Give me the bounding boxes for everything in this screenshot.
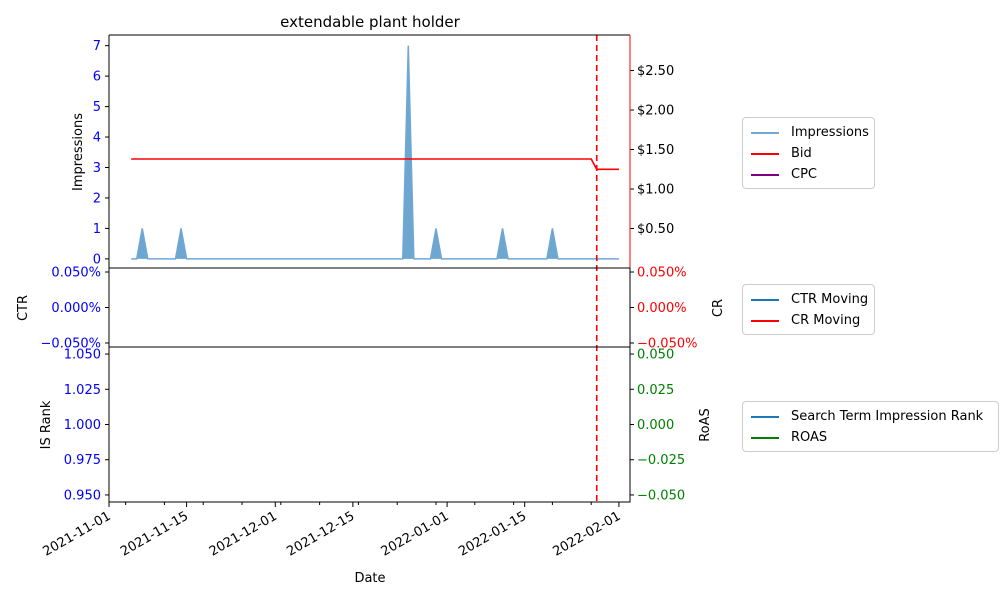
roas-tick-label: 0.050 <box>637 348 674 363</box>
legend-label-bid: Bid <box>791 146 812 161</box>
is-rank-tick-label: 1.000 <box>64 418 101 433</box>
bid-tick-label: $2.00 <box>637 104 674 119</box>
bid-tick-label: $2.50 <box>637 64 674 79</box>
legend-item-ctr-moving: CTR Moving <box>751 289 869 310</box>
date-tick-label: 2021-11-01 <box>41 509 114 560</box>
is-rank-tick-label: 0.950 <box>64 488 101 503</box>
impressions-area <box>131 45 619 259</box>
is-rank-tick-label: 0.975 <box>64 453 101 468</box>
panel-1-frame <box>108 34 630 268</box>
legend-swatch-cpc <box>751 173 779 176</box>
roas-axis-label: RoAS <box>698 408 713 442</box>
date-tick-label: 2021-12-01 <box>207 509 280 560</box>
legend-label-impressions: Impressions <box>791 125 869 140</box>
legend-item-search-term-impression-rank: Search Term Impression Rank <box>751 406 990 427</box>
ctr-tick-label: −0.050% <box>41 337 101 352</box>
legend-bottom: Search Term Impression Rank ROAS <box>742 401 999 452</box>
roas-tick-label: 0.025 <box>637 383 674 398</box>
roas-tick-label: −0.025 <box>637 453 685 468</box>
bid-tick-label: $0.50 <box>637 222 674 237</box>
legend-swatch-impressions <box>751 131 779 134</box>
cr-axis-label: CR <box>711 299 726 317</box>
impressions-tick-label: 7 <box>93 39 101 54</box>
chart-title: extendable plant holder <box>280 13 460 31</box>
ctr-tick-label: 0.050% <box>51 266 101 281</box>
legend-label-cpc: CPC <box>791 167 817 182</box>
legend-item-bid: Bid <box>751 143 866 164</box>
legend-swatch-roas <box>751 436 779 439</box>
is-rank-axis-label: IS Rank <box>39 400 54 449</box>
is-rank-tick-label: 1.050 <box>64 348 101 363</box>
impressions-axis-label: Impressions <box>71 113 86 191</box>
legend-middle: CTR Moving CR Moving <box>742 284 875 335</box>
impressions-tick-label: 3 <box>93 161 101 176</box>
legend-item-cr-moving: CR Moving <box>751 310 866 331</box>
date-tick-label: 2021-12-15 <box>284 509 357 560</box>
roas-tick-label: −0.050 <box>637 488 685 503</box>
ctr-axis-label: CTR <box>16 295 31 321</box>
date-axis-label: Date <box>354 571 385 586</box>
legend-label-cr-moving: CR Moving <box>791 313 861 328</box>
impressions-tick-label: 1 <box>93 222 101 237</box>
ctr-tick-label: 0.000% <box>51 301 101 316</box>
cr-tick-label: 0.000% <box>637 301 687 316</box>
impressions-tick-label: 0 <box>93 252 101 267</box>
legend-label-ctr-moving: CTR Moving <box>791 292 869 307</box>
legend-label-roas: ROAS <box>791 430 828 445</box>
legend-swatch-bid <box>751 152 779 155</box>
legend-swatch-search-term-impression-rank <box>751 415 779 418</box>
bid-line <box>131 158 619 171</box>
roas-tick-label: 0.000 <box>637 418 674 433</box>
legend-item-cpc: CPC <box>751 164 866 185</box>
legend-swatch-cr-moving <box>751 319 779 322</box>
legend-swatch-ctr-moving <box>751 298 779 301</box>
legend-label-search-term-impression-rank: Search Term Impression Rank <box>791 409 984 424</box>
cr-tick-label: 0.050% <box>637 266 687 281</box>
bid-tick-label: $1.00 <box>637 183 674 198</box>
legend-item-roas: ROAS <box>751 427 990 448</box>
legend-top: Impressions Bid CPC <box>742 117 875 189</box>
impressions-tick-label: 2 <box>93 191 101 206</box>
date-tick-label: 2021-11-15 <box>118 509 191 560</box>
impressions-tick-label: 6 <box>93 70 101 85</box>
bid-tick-label: $1.50 <box>637 143 674 158</box>
date-tick-label: 2022-01-01 <box>379 509 452 560</box>
impressions-line <box>131 45 619 260</box>
impressions-tick-label: 4 <box>93 131 101 146</box>
date-tick-label: 2022-02-01 <box>550 509 623 560</box>
panel-3-frame <box>108 346 631 503</box>
legend-item-impressions: Impressions <box>751 122 869 143</box>
date-tick-label: 2022-01-15 <box>456 509 529 560</box>
cr-tick-label: −0.050% <box>637 337 697 352</box>
panel-2-frame <box>108 267 631 348</box>
is-rank-tick-label: 1.025 <box>64 383 101 398</box>
impressions-tick-label: 5 <box>93 100 101 115</box>
